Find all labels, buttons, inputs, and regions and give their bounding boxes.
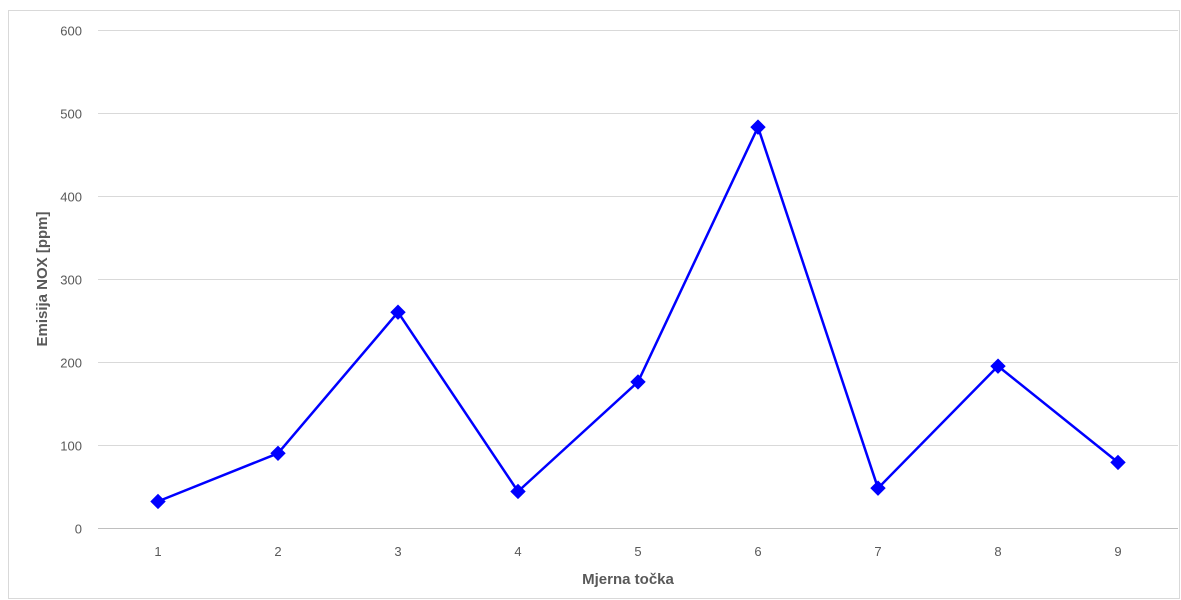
data-point-5 xyxy=(630,374,646,390)
x-tick-label: 5 xyxy=(634,544,641,559)
data-point-9 xyxy=(1110,454,1126,471)
data-point-4 xyxy=(510,483,526,500)
data-point-7 xyxy=(870,480,886,496)
y-axis-title: Emisija NOX [ppm] xyxy=(34,211,51,346)
y-tick-label: 400 xyxy=(60,190,82,205)
x-tick-label: 3 xyxy=(394,544,401,559)
y-tick-label: 0 xyxy=(75,522,82,537)
x-axis-title: Mjerna točka xyxy=(582,571,674,588)
x-tick-label: 8 xyxy=(994,544,1001,559)
x-tick-label: 9 xyxy=(1114,544,1121,559)
data-point-3 xyxy=(390,304,406,320)
y-tick-label: 300 xyxy=(60,273,82,288)
data-series xyxy=(150,119,1126,510)
chart-area xyxy=(8,10,1180,599)
y-tick-label: 200 xyxy=(60,356,82,371)
data-point-2 xyxy=(270,445,286,462)
y-tick-label: 500 xyxy=(60,107,82,122)
data-point-1 xyxy=(150,493,166,510)
x-tick-labels: 1 2 3 4 5 6 7 8 9 xyxy=(154,544,1121,559)
y-tick-labels: 0 100 200 300 400 500 600 xyxy=(60,24,82,537)
x-tick-label: 1 xyxy=(154,544,161,559)
x-tick-label: 7 xyxy=(874,544,881,559)
x-tick-label: 4 xyxy=(514,544,521,559)
y-tick-label: 100 xyxy=(60,439,82,454)
data-point-6 xyxy=(750,119,766,135)
data-point-8 xyxy=(990,358,1006,374)
x-tick-label: 6 xyxy=(754,544,761,559)
x-tick-label: 2 xyxy=(274,544,281,559)
y-tick-label: 600 xyxy=(60,24,82,39)
